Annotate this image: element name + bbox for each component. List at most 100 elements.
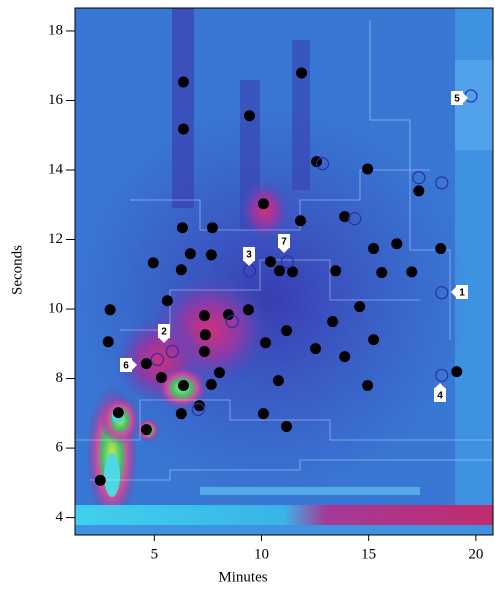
filled-marker <box>272 375 284 387</box>
filled-marker <box>330 265 342 277</box>
filled-marker <box>295 215 307 227</box>
filled-marker <box>102 336 114 348</box>
filled-marker <box>199 329 211 341</box>
filled-marker <box>147 257 159 269</box>
annotation-box <box>456 285 468 299</box>
filled-marker <box>287 266 299 278</box>
filled-marker <box>368 334 380 346</box>
filled-marker <box>112 407 124 419</box>
filled-marker <box>242 304 254 316</box>
annotation: 5 <box>454 94 460 105</box>
y-tick-label: 6 <box>56 440 64 456</box>
annotation-box <box>451 91 463 105</box>
filled-marker <box>193 400 205 412</box>
annotation-box <box>243 247 255 261</box>
filled-marker <box>175 264 187 276</box>
x-axis-label: Minutes <box>218 569 267 585</box>
x-tick-label: 15 <box>361 546 376 562</box>
open-marker <box>348 212 362 226</box>
filled-marker <box>406 266 418 278</box>
plot-frame <box>74 7 494 536</box>
annotation: 1 <box>459 288 465 299</box>
x-tick-label: 20 <box>468 546 483 562</box>
filled-marker <box>339 351 351 363</box>
filled-marker <box>205 249 217 261</box>
filled-marker <box>177 123 189 135</box>
filled-marker <box>104 304 116 316</box>
filled-marker <box>310 343 322 355</box>
annotation-arrow <box>244 261 254 266</box>
y-tick-label: 8 <box>56 370 64 386</box>
y-tick-label: 18 <box>48 22 63 38</box>
filled-marker <box>177 76 189 88</box>
annotation: 7 <box>281 237 287 248</box>
filled-marker <box>362 163 374 175</box>
open-marker <box>225 314 239 329</box>
filled-marker <box>205 378 217 390</box>
filled-marker <box>257 198 269 210</box>
annotation: 2 <box>161 327 167 338</box>
annotation: 3 <box>246 250 252 261</box>
filled-marker <box>222 309 234 321</box>
annotation-box <box>120 358 132 372</box>
x-tick-label: 10 <box>254 546 269 562</box>
annotation: 4 <box>437 391 443 402</box>
annotation: 6 <box>123 361 129 372</box>
filled-marker <box>175 408 187 420</box>
annotation-box <box>278 234 290 248</box>
filled-marker <box>368 243 380 255</box>
filled-marker <box>161 295 173 307</box>
annotation-box <box>434 388 446 402</box>
y-tick-label: 4 <box>56 509 64 525</box>
filled-marker <box>413 185 425 197</box>
open-marker <box>435 286 449 300</box>
filled-marker <box>260 337 272 349</box>
filled-marker <box>354 301 366 313</box>
filled-marker <box>264 256 276 268</box>
x-tick-label: 5 <box>151 546 159 562</box>
filled-marker <box>184 248 196 260</box>
open-marker <box>165 344 179 359</box>
filled-marker <box>140 358 152 370</box>
y-tick-label: 16 <box>48 92 64 108</box>
filled-marker <box>213 367 225 379</box>
annotation-arrow <box>279 248 289 253</box>
filled-marker <box>155 372 167 384</box>
filled-marker <box>206 222 218 234</box>
filled-marker <box>273 265 285 277</box>
open-marker <box>315 157 330 171</box>
annotation-box <box>158 324 170 338</box>
filled-marker <box>281 421 293 433</box>
annotation-arrow <box>435 383 445 388</box>
filled-marker <box>198 345 210 357</box>
filled-marker <box>257 408 269 420</box>
y-tick-label: 10 <box>48 300 63 316</box>
annotation-arrow <box>132 360 137 370</box>
filled-marker <box>296 67 308 79</box>
filled-marker <box>281 325 293 337</box>
filled-marker <box>198 310 210 322</box>
open-marker <box>435 176 449 190</box>
filled-marker <box>94 474 106 486</box>
heatmap <box>75 8 493 535</box>
filled-marker <box>362 380 374 392</box>
y-axis-label: Seconds <box>9 245 25 295</box>
open-marker <box>412 171 426 185</box>
filled-marker <box>391 238 403 250</box>
filled-marker <box>327 316 339 328</box>
filled-marker <box>176 222 188 234</box>
filled-marker <box>140 424 152 436</box>
annotation-arrow <box>451 287 456 297</box>
filled-marker <box>177 380 189 392</box>
y-tick-label: 12 <box>48 231 63 247</box>
filled-marker <box>243 110 255 122</box>
filled-marker <box>339 211 351 223</box>
open-marker <box>191 402 205 417</box>
open-marker <box>150 352 164 367</box>
open-marker <box>435 368 449 383</box>
y-tick-label: 14 <box>48 161 64 177</box>
annotation-arrow <box>159 338 169 343</box>
filled-marker <box>435 243 447 255</box>
open-marker <box>280 255 295 269</box>
